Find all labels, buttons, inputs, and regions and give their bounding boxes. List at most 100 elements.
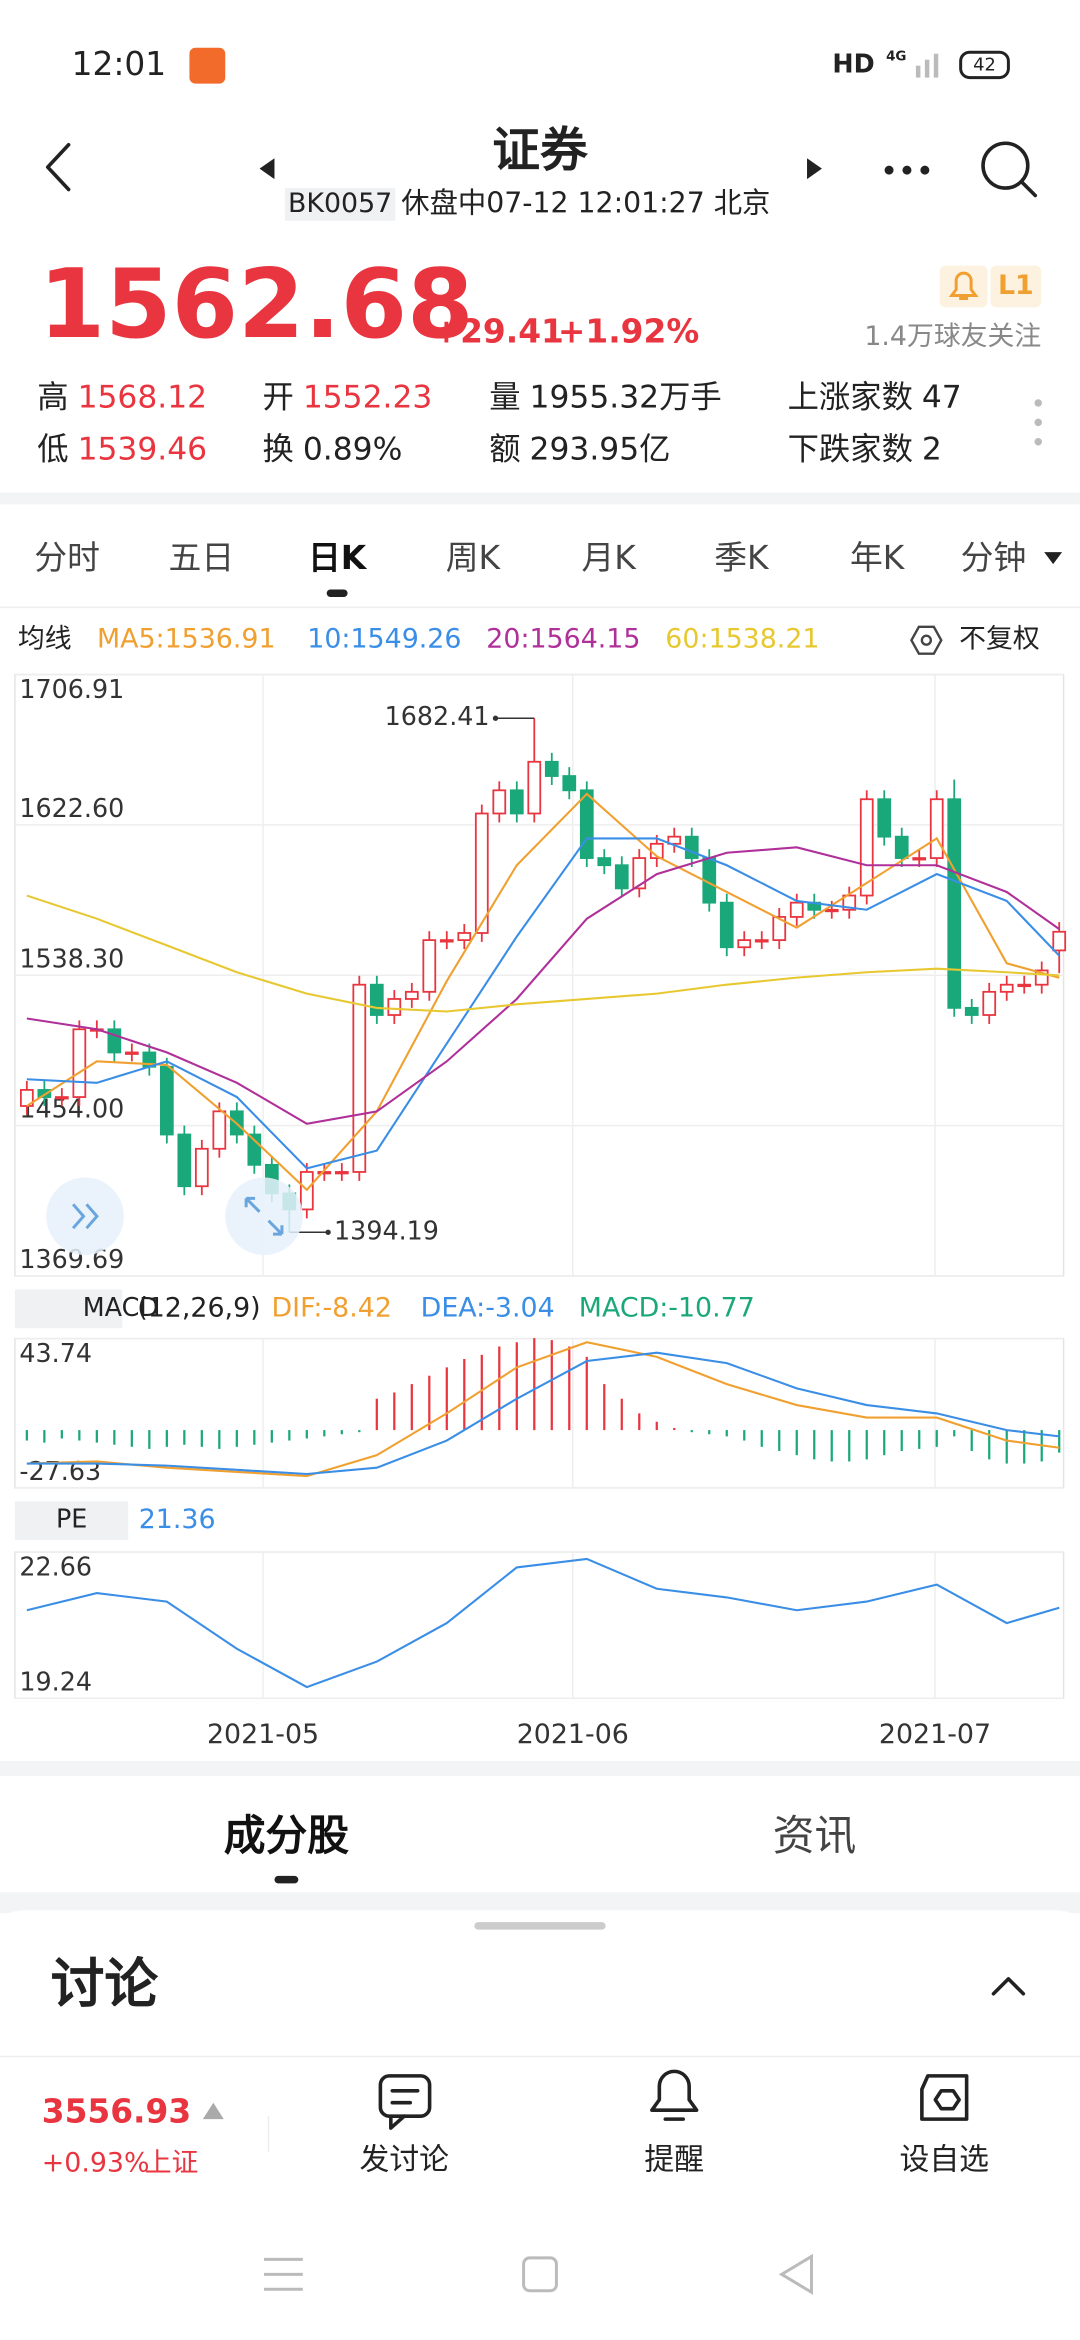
more-button[interactable]: [884, 165, 930, 175]
y-tick-label: 1538.30: [19, 943, 124, 973]
prev-button[interactable]: [259, 158, 275, 180]
index-name: 上证: [145, 2147, 199, 2178]
code: BK0057: [288, 188, 392, 219]
search-button[interactable]: [981, 141, 1038, 198]
candle-body: [597, 857, 612, 867]
tab-indicator: [274, 1875, 299, 1884]
index-price: 3556.93: [42, 2093, 191, 2131]
candle-body: [317, 1171, 332, 1175]
ma-legend: 10:1549.26: [307, 624, 461, 655]
charts: 1706.911622.601538.301454.001369.6943.74…: [14, 624, 1067, 1750]
candle-body: [772, 916, 787, 942]
more-stats[interactable]: [1034, 399, 1042, 446]
content-tab[interactable]: 资讯: [773, 1811, 857, 1860]
adjust-icon[interactable]: [910, 625, 943, 655]
candle-body: [247, 1133, 262, 1166]
comment-icon[interactable]: [378, 2074, 432, 2130]
candle-body: [387, 998, 402, 1016]
followers: 1.4万球友关注: [864, 321, 1041, 352]
ma-legend: MA5:1536.91: [97, 624, 276, 655]
pe-badge: PE: [56, 1504, 87, 1534]
action-watch[interactable]: 设自选: [900, 2142, 989, 2177]
period-tab[interactable]: 日K: [308, 539, 368, 577]
y-tick-label: 1454.00: [19, 1094, 124, 1124]
pe-badge-bg: [14, 1501, 129, 1541]
divider: [0, 1760, 1080, 1776]
ma-line: [26, 846, 1060, 1125]
stat-label: 换: [263, 432, 294, 468]
code-bg: [284, 188, 396, 221]
candle-body: [404, 990, 419, 1000]
candle-body: [684, 835, 699, 859]
candle-body: [842, 894, 857, 911]
watchlist-icon[interactable]: [920, 2074, 969, 2121]
stat: 高 1568.12: [37, 379, 207, 415]
y-tick-label: 43.74: [19, 1338, 92, 1368]
candle-body: [894, 835, 909, 859]
bell-icon[interactable]: [650, 2069, 699, 2121]
action-comment[interactable]: 发讨论: [360, 2142, 450, 2177]
nav-home[interactable]: [522, 2256, 558, 2293]
period-tab[interactable]: 年K: [850, 539, 906, 577]
signal-label: 4G: [886, 50, 906, 65]
battery: [959, 50, 1010, 80]
period-tab[interactable]: 分时: [34, 539, 100, 577]
nav-menu[interactable]: [264, 2257, 303, 2291]
pe-value: 21.36: [139, 1504, 216, 1535]
app-icon: [189, 47, 226, 84]
candle-body: [334, 1171, 349, 1175]
stat-label: 高: [37, 379, 68, 415]
expand-button[interactable]: [991, 1977, 1026, 1996]
candle-body: [1052, 930, 1067, 952]
next-button[interactable]: [807, 158, 822, 180]
content-tabs: 成分股 资讯: [224, 1811, 857, 1884]
period-tab[interactable]: 月K: [581, 539, 637, 577]
candle-body: [754, 939, 769, 943]
period-tab[interactable]: 五日: [169, 539, 235, 577]
candle-body: [159, 1065, 174, 1136]
stat-label: 量: [489, 379, 520, 415]
candle-body: [72, 1028, 87, 1098]
alert-button[interactable]: [939, 265, 988, 308]
candle-body: [352, 983, 367, 1173]
candle-body: [912, 857, 927, 861]
signal-bars: [915, 53, 939, 78]
stat-value: 0.89%: [303, 432, 403, 468]
back-button[interactable]: [45, 142, 71, 192]
annotation: 1394.19: [334, 1215, 439, 1245]
adjust[interactable]: 不复权: [959, 624, 1040, 655]
ma-line: [26, 837, 1061, 1170]
candle-body: [929, 798, 944, 859]
period-tab[interactable]: 季K: [714, 539, 770, 577]
panel-frame: [14, 1551, 1065, 1700]
period-tab[interactable]: 分钟: [961, 539, 1027, 577]
sheet-backdrop: [0, 1892, 1080, 1914]
clock: 12:01: [72, 45, 167, 83]
nav-back[interactable]: [778, 2253, 813, 2295]
x-tick-label: 2021-07: [879, 1719, 991, 1750]
sheet-handle[interactable]: [474, 1922, 606, 1930]
candle-body: [1017, 983, 1032, 988]
macd-legend: MACD:-10.77: [579, 1292, 755, 1323]
fullscreen-button[interactable]: [225, 1177, 303, 1256]
candle-body: [439, 939, 454, 943]
ma-legend: 20:1564.15: [486, 624, 640, 655]
period-tab[interactable]: 周K: [446, 539, 502, 577]
ma-line: [26, 792, 1060, 1192]
market-status: 休盘中07-12 12:01:27 北京: [401, 186, 770, 219]
candle-body: [194, 1147, 209, 1188]
content-tab[interactable]: 成分股: [224, 1811, 350, 1860]
level-badge: [990, 265, 1042, 308]
candle-body: [632, 857, 647, 890]
x-tick-label: 2021-06: [517, 1719, 629, 1750]
candle-body: [509, 789, 524, 815]
action-alert[interactable]: 提醒: [644, 2142, 704, 2177]
macd-badge: MACD: [83, 1292, 159, 1322]
candle-body: [614, 864, 629, 890]
stat-value: 1552.23: [303, 379, 433, 415]
collapse-button[interactable]: [46, 1177, 124, 1256]
macd-line: [26, 1341, 1060, 1478]
candle-body: [54, 1096, 69, 1100]
candle-body: [824, 908, 839, 913]
